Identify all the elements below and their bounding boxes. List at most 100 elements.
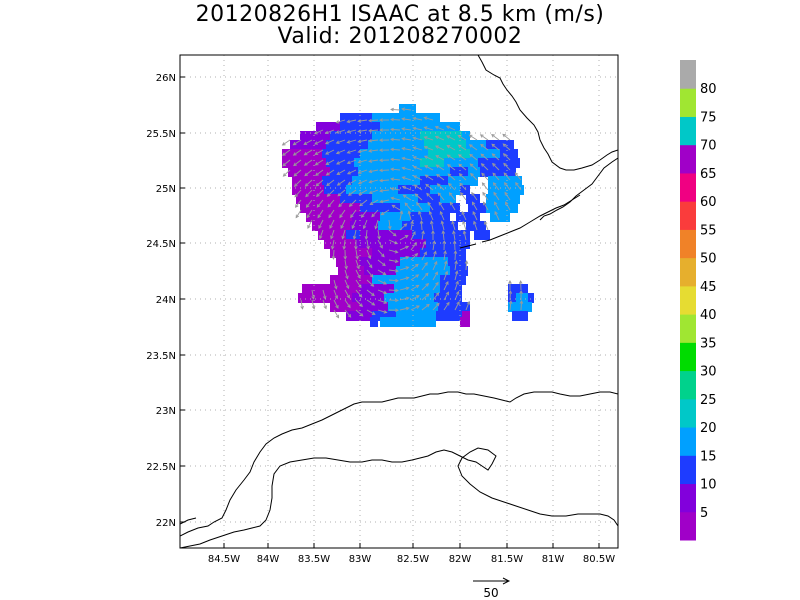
wind-speed-cell <box>470 149 500 159</box>
wind-vector <box>451 220 456 231</box>
color-bar-swatch <box>680 172 696 202</box>
wind-vector <box>508 280 512 291</box>
wind-vector <box>491 143 500 151</box>
wind-vector <box>508 300 513 311</box>
wind-vector <box>504 191 511 201</box>
wind-vector <box>325 169 335 176</box>
wind-vector <box>472 210 478 221</box>
wind-vector <box>380 209 390 216</box>
wind-speed-cell <box>372 275 440 285</box>
wind-vector <box>377 249 385 258</box>
wind-vector <box>379 128 390 132</box>
wind-vectors <box>281 107 524 319</box>
color-bar-swatch <box>680 314 696 343</box>
keys-chain <box>481 194 581 243</box>
wind-vector <box>368 128 379 133</box>
wind-vector <box>282 159 291 167</box>
wind-vector <box>412 126 423 131</box>
wind-vector <box>390 127 401 132</box>
lat-tick-label: 25N <box>156 184 176 195</box>
wind-vector <box>346 169 357 175</box>
wind-vector <box>355 289 363 298</box>
wind-vector <box>401 146 412 151</box>
wind-vector <box>338 199 346 208</box>
wind-speed-cell <box>508 293 516 303</box>
wind-vector <box>399 210 404 221</box>
color-bar: 5 10 15 20 25 30 35 40 45 50 55 60 65 70 75 80 <box>680 60 717 541</box>
wind-vector <box>390 187 401 191</box>
wind-speed-cell <box>478 158 520 168</box>
wind-vector <box>443 291 449 301</box>
wind-vector <box>388 249 399 254</box>
lon-tick-label: 80.5W <box>583 554 615 565</box>
wind-vector <box>355 259 360 270</box>
wind-speed-cell <box>468 203 486 213</box>
wind-vector <box>360 209 368 218</box>
wind-vector <box>316 199 324 208</box>
wind-vector <box>461 210 467 221</box>
wind-vector <box>462 230 467 241</box>
wind-vector <box>368 149 379 153</box>
wind-vector <box>412 116 423 121</box>
wind-vector <box>379 168 390 173</box>
wind-vector <box>399 296 410 301</box>
wind-vector <box>368 169 379 174</box>
wind-vector <box>336 179 346 186</box>
wind-vector <box>311 289 315 300</box>
wind-speed-cell <box>436 311 462 321</box>
wind-vector <box>452 230 456 241</box>
wind-vector <box>421 282 430 291</box>
wind-vector <box>519 300 524 311</box>
wind-vector <box>314 159 324 166</box>
wind-vector <box>346 139 357 144</box>
wind-speed-cell <box>430 185 460 195</box>
wind-vector <box>306 209 313 219</box>
wind-vector <box>469 153 478 161</box>
wind-vector <box>333 279 338 290</box>
wind-speed-cell <box>512 311 528 321</box>
wind-vector <box>432 271 438 281</box>
wind-vector <box>324 139 335 145</box>
wind-vector <box>399 245 410 251</box>
wind-speed-cell <box>420 176 448 186</box>
wind-vector <box>404 202 412 211</box>
wind-speed-cell <box>340 194 372 204</box>
wind-vector <box>454 270 459 281</box>
wind-speed-cell <box>340 122 380 132</box>
wind-vector <box>368 118 379 123</box>
wind-vector <box>364 229 369 240</box>
wind-vector <box>491 133 500 141</box>
wind-vector <box>303 139 313 145</box>
color-bar-swatch <box>680 398 696 428</box>
wind-vector <box>344 299 351 309</box>
wind-vector <box>434 125 445 131</box>
wind-vector <box>390 177 401 182</box>
wind-vector <box>366 279 375 287</box>
wind-vector <box>454 301 460 311</box>
wind-vector <box>344 289 350 299</box>
wind-speed-cell <box>440 194 456 204</box>
wind-vector <box>413 184 423 191</box>
color-bar-swatch <box>680 285 696 315</box>
wind-vector <box>377 309 388 314</box>
wind-speed-cell <box>292 185 324 195</box>
wind-vector <box>480 163 489 171</box>
wind-vector <box>399 235 409 241</box>
lon-tick-label: 81.5W <box>491 554 523 565</box>
plot-title-line2: Valid: 201208270002 <box>277 24 523 49</box>
wind-vector <box>443 270 449 281</box>
wind-vector <box>518 280 523 291</box>
color-bar-swatch <box>680 144 696 174</box>
wind-speed-cell <box>356 239 372 249</box>
wind-speed-cell <box>330 302 360 312</box>
wind-speed-cell <box>352 212 380 222</box>
wind-speed-cell <box>372 113 440 123</box>
wind-vector <box>471 201 478 211</box>
wind-vector <box>333 309 340 319</box>
wind-vector <box>443 260 448 271</box>
wind-vector <box>432 302 440 311</box>
wind-vector <box>414 193 423 201</box>
wind-vector <box>336 159 346 165</box>
color-bar-swatch <box>680 88 696 117</box>
wind-vector <box>399 286 410 291</box>
